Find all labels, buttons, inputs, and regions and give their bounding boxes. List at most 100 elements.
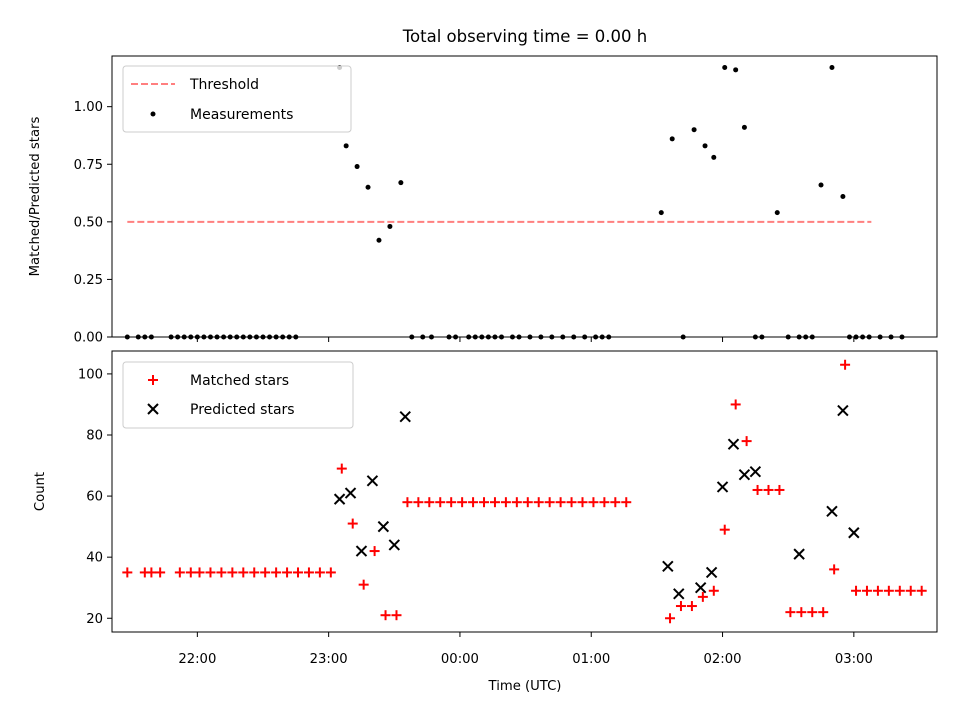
bottom-x-tick-label: 22:00 [178,652,216,667]
predicted-star-point [848,527,860,539]
legend-predicted-swatch [147,403,159,415]
matched-star-point [303,567,314,578]
bottom-y-tick-label: 60 [86,490,103,505]
matched-star-point [511,497,522,508]
matched-star-point [314,567,325,578]
matched-star-point [358,579,369,590]
matched-star-point [227,567,238,578]
matched-star-point [479,497,490,508]
legend-plus-marker [148,375,158,385]
top-y-tick-label: 0.50 [74,215,103,230]
legend-predicted-label: Predicted stars [190,402,295,418]
top-y-tick-label: 0.75 [74,158,103,173]
matched-star-point [155,567,166,578]
legend-threshold-label: Threshold [189,77,259,93]
bottom-panel: 20 40 60 80 100 22:00 23:00 00:00 01:00 02:00 03:… [33,350,938,694]
matched-star-point [774,484,785,495]
matched-star-point [260,567,271,578]
top-y-tick-label: 0.00 [74,331,103,346]
measurement-point [376,237,382,243]
matched-star-point [489,497,500,508]
top-y-tick-label: 1.00 [74,100,103,115]
matched-star-point [500,497,511,508]
matched-star-point [621,497,632,508]
top-plot-frame [111,55,938,338]
predicted-star-point [738,468,751,481]
predicted-star-point [727,438,740,450]
top-legend: Threshold Measurements [122,65,352,133]
legend-matched-label: Matched stars [190,373,289,389]
predicted-star-point [705,566,718,579]
matched-star-point [708,585,719,596]
matched-star-point [610,497,621,508]
predicted-star-point [355,545,368,557]
matched-star-point [752,484,763,495]
matched-star-point [555,497,566,508]
top-legend-box [122,65,352,133]
bottom-legend: Matched stars Predicted stars [122,361,354,429]
matched-star-point [544,497,555,508]
predicted-star-point [716,481,729,493]
measurement-point [818,182,824,188]
bottom-x-tick-label: 01:00 [572,652,610,667]
measurement-point [691,127,697,133]
matched-star-point [174,567,185,578]
bottom-y-tick-label: 20 [86,612,103,627]
matched-star-point [730,399,741,410]
matched-star-point [807,607,818,618]
measurement-point [702,143,708,149]
predicted-star-point [333,493,346,505]
matched-star-point [916,585,927,596]
matched-star-point [413,497,424,508]
predicted-star-point [749,465,762,478]
matched-star-point [522,497,533,508]
measurement-point [365,184,371,190]
measurement-point [741,124,747,130]
matched-star-point [238,567,249,578]
measurement-point [658,210,664,216]
predicted-star-point [377,520,390,533]
matched-star-point [840,359,851,370]
predicted-star-point [837,404,849,417]
matched-star-point [599,497,610,508]
bottom-x-tick-label: 23:00 [310,652,348,667]
matched-star-point [829,564,840,575]
measurement-point [398,180,404,186]
predicted-star-point [694,582,707,594]
matched-star-point [665,613,676,624]
measurement-point [722,65,728,71]
matched-star-point [697,591,708,602]
matched-star-point [468,497,479,508]
legend-measurements-label: Measurements [190,107,293,123]
bottom-x-tick-label: 02:00 [704,652,742,667]
bottom-y-tick-label: 100 [78,367,103,382]
matched-star-point [905,585,916,596]
matched-star-point [249,567,260,578]
measurement-point [829,65,835,71]
matched-star-point [872,585,883,596]
matched-star-point [122,567,133,578]
predicted-star-point [662,560,674,573]
measurement-point [387,223,393,229]
top-panel: Total observing time = 0.00 h 0.000.250.… [28,27,938,346]
matched-star-point [435,497,446,508]
x-axis-label: Time (UTC) [488,679,562,694]
bottom-y-tick-label: 40 [86,551,103,566]
predicted-star-point [793,548,805,560]
matched-star-point [741,436,752,447]
matched-star-point [446,497,457,508]
bottom-plot-frame [111,350,938,633]
bottom-y-axis: 20 40 60 80 100 [78,367,112,627]
matched-star-point [686,601,697,612]
predicted-star-point [388,539,401,551]
measurement-point [711,154,717,160]
matched-star-point [818,607,829,618]
chart-title: Total observing time = 0.00 h [402,27,647,46]
predicted-star-point [366,475,379,487]
bottom-x-tick-label: 03:00 [835,652,873,667]
top-x-axis [196,337,855,342]
matched-star-point [533,497,544,508]
matched-star-point [205,567,216,578]
matched-star-point [369,546,380,557]
